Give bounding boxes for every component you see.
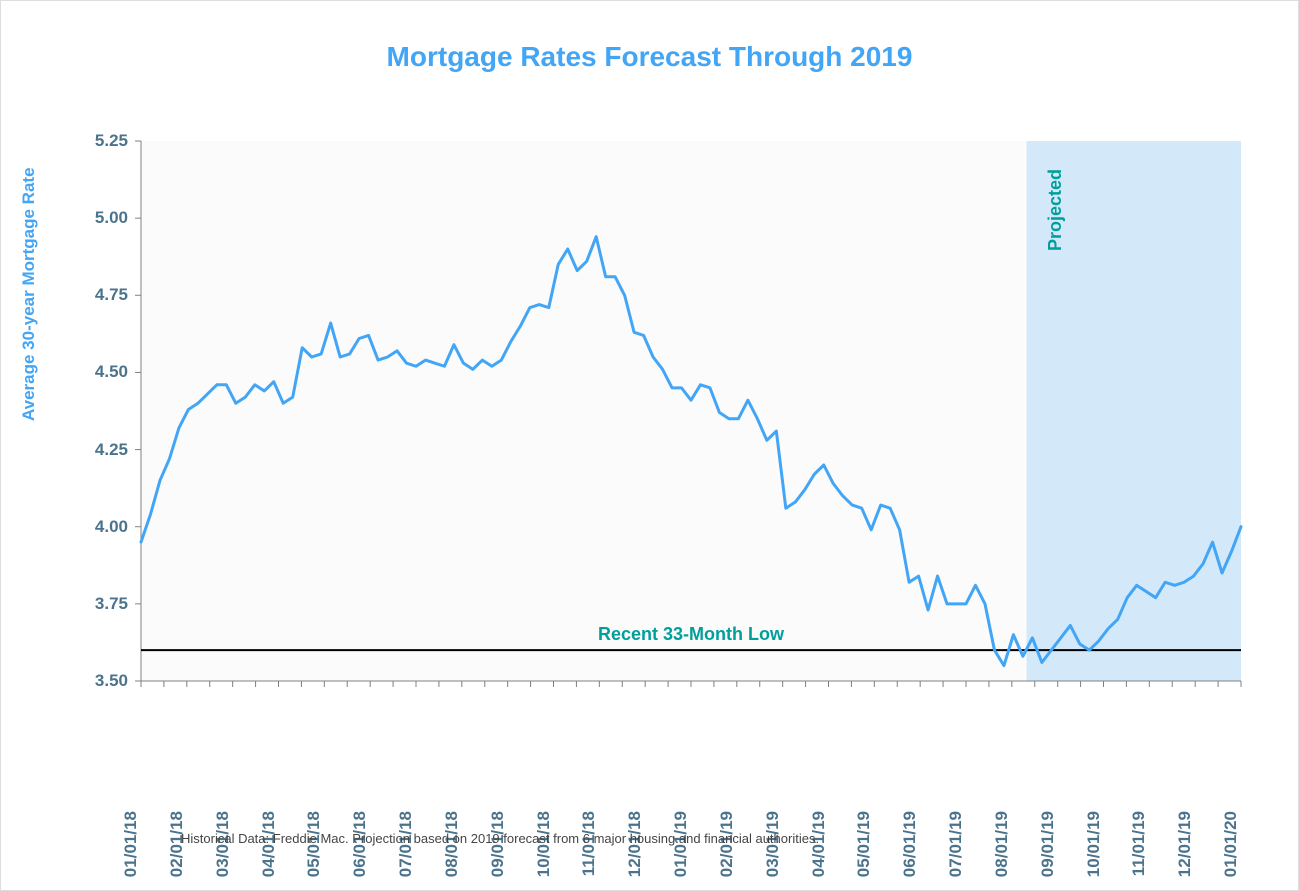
y-tick-label: 4.75 [68,285,128,305]
x-tick-label: 10/01/19 [1084,811,1104,877]
x-tick-labels: 01/01/1802/01/1803/01/1804/01/1805/01/18… [141,691,1241,811]
x-tick-label: 06/01/19 [900,811,920,877]
y-tick-label: 4.00 [68,517,128,537]
plot-svg [141,141,1241,681]
y-tick-label: 5.00 [68,208,128,228]
x-tick-label: 01/01/20 [1221,811,1241,877]
y-axis-label: Average 30-year Mortgage Rate [19,167,39,421]
y-tick-label: 5.25 [68,131,128,151]
x-tick-label: 12/01/19 [1175,811,1195,877]
chart-title: Mortgage Rates Forecast Through 2019 [1,41,1298,73]
chart-page: Mortgage Rates Forecast Through 2019 Ave… [0,0,1299,891]
y-tick-label: 4.25 [68,440,128,460]
plot-area: Recent 33-Month Low Projected [141,141,1241,681]
x-tick-label: 08/01/19 [992,811,1012,877]
y-tick-label: 3.50 [68,671,128,691]
x-tick-label: 11/01/19 [1129,811,1149,876]
x-tick-label: 07/01/19 [946,811,966,877]
y-tick-label: 3.75 [68,594,128,614]
y-tick-label: 4.50 [68,362,128,382]
x-tick-label: 01/01/18 [121,811,141,877]
chart-footnote: Historical Data: Freddie Mac. Projection… [181,831,881,848]
x-tick-label: 09/01/19 [1038,811,1058,877]
